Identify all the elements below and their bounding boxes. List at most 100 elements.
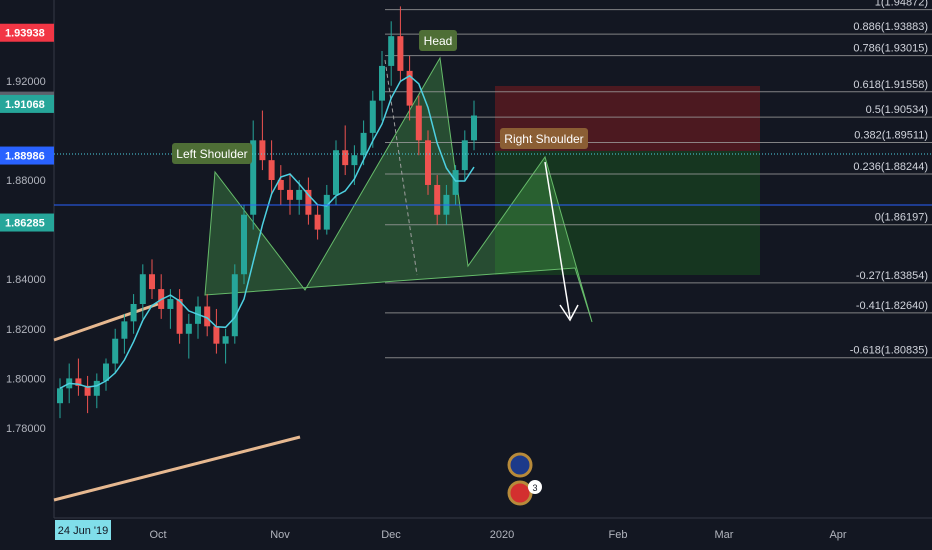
candle-body [231, 274, 238, 337]
fib-level-label: 0.236(1.88244) [853, 161, 928, 173]
take-profit-zone [495, 151, 760, 275]
candle-body [369, 100, 376, 133]
head-text: Head [424, 34, 453, 48]
candles [57, 6, 477, 419]
candle-body [213, 326, 220, 344]
candle-body [268, 160, 275, 180]
fib-level-label: 0.382(1.89511) [854, 130, 928, 142]
candle-body [176, 299, 183, 334]
x-axis-start-date-bg [55, 520, 111, 540]
right-shoulder-text: Right Shoulder [504, 132, 583, 146]
x-axis-label: Apr [829, 529, 846, 541]
candle-body [149, 274, 155, 290]
y-tick-label: 1.78000 [6, 423, 46, 435]
x-axis-label: Dec [381, 529, 401, 541]
x-axis: 24 Jun '19 Oct Nov Dec 2020 Feb Mar Apr [55, 520, 847, 541]
moving-average-line [59, 74, 475, 389]
candle-body [121, 321, 128, 339]
candle-body [351, 155, 358, 166]
fib-level-label: 1(1.94872) [875, 0, 928, 9]
candle-body [323, 194, 330, 230]
event-flag-markers: 3 [507, 452, 542, 506]
candle-body [452, 170, 459, 195]
candle-body [103, 363, 109, 381]
x-axis-label: Oct [149, 529, 166, 541]
y-tick-label: 1.82000 [6, 324, 46, 336]
left-shoulder-text: Left Shoulder [176, 147, 247, 161]
candle-body [93, 380, 100, 396]
price-tag-bg [0, 23, 54, 42]
fib-level-label: -0.27(1.83854) [856, 270, 928, 282]
x-axis-label: Feb [609, 529, 628, 541]
candle-body [130, 304, 137, 322]
price-tag-label: 1.91068 [5, 99, 45, 111]
price-tag-bg [0, 213, 54, 232]
fib-level-label: -0.41(1.82640) [856, 300, 928, 312]
flag-marker-ch [507, 480, 533, 506]
candle-body [167, 299, 174, 309]
x-axis-label: Mar [715, 529, 734, 541]
candle-body [204, 306, 211, 327]
candle-body [342, 150, 349, 166]
fib-level-label: 0.618(1.91558) [853, 79, 928, 91]
flag-marker-au [507, 452, 533, 478]
candle-body [250, 140, 257, 215]
candle-body [314, 214, 321, 230]
y-tick-label: 1.84000 [6, 274, 46, 286]
candle-body [287, 189, 293, 200]
svg-text:3: 3 [532, 483, 537, 493]
candle-body [379, 65, 385, 101]
candle-body [360, 132, 367, 156]
label-right-shoulder: Right Shoulder [500, 128, 588, 149]
y-axis: 1.960001.920001.880001.840001.820001.800… [6, 76, 46, 435]
y-tick-label: 1.88000 [6, 175, 46, 187]
candle-body [222, 336, 229, 344]
price-tag-bg [0, 94, 54, 113]
candle-body [415, 105, 422, 141]
label-left-shoulder: Left Shoulder [172, 143, 252, 164]
channel-lower-line [53, 435, 301, 502]
candle-body [471, 115, 477, 141]
projection-arrow-head [559, 304, 579, 322]
candle-body [406, 70, 413, 106]
fib-level-label: 0.786(1.93015) [853, 43, 928, 55]
y-tick-label: 1.80000 [6, 373, 46, 385]
fib-level-label: 0.5(1.90534) [866, 104, 928, 116]
candle-body [333, 150, 339, 195]
price-tag-label: 1.93938 [5, 28, 45, 40]
price-tag-bg [0, 146, 54, 165]
candle-body [241, 214, 247, 275]
x-axis-label: 24 Jun '19 [58, 525, 108, 537]
fib-level-label: 0.886(1.93883) [853, 21, 928, 33]
candle-body [305, 189, 312, 215]
fib-level-label: -0.618(1.80835) [850, 345, 928, 357]
candle-body [112, 338, 119, 364]
moving-average [59, 74, 475, 389]
price-tag-label: 1.86285 [5, 218, 45, 230]
candle-body [185, 323, 192, 334]
candle-body [397, 36, 404, 71]
candle-body [296, 189, 303, 200]
candle-body [75, 378, 82, 386]
candle-body [57, 388, 63, 404]
projection-arrow-line [544, 161, 571, 319]
candle-body [259, 140, 266, 161]
label-head: Head [419, 30, 457, 51]
fibonacci-levels: 1(1.94872) 0.886(1.93883) 0.786(1.93015) 0.… [385, 0, 932, 359]
fib-level-label: 0(1.86197) [875, 212, 928, 224]
candle-body [425, 140, 431, 185]
candle-body [461, 140, 468, 171]
channel-upper-line [53, 302, 159, 342]
x-axis-label: 2020 [490, 529, 514, 541]
y-tick-label: 1.92000 [6, 76, 46, 88]
price-tag-label: 1.88986 [5, 151, 45, 163]
candle-body [388, 36, 395, 66]
head-and-shoulders-pattern [204, 56, 593, 323]
candle-body [84, 385, 91, 396]
x-axis-label: Nov [270, 529, 290, 541]
candle-body [434, 184, 441, 215]
neckline-dashed [384, 59, 418, 276]
